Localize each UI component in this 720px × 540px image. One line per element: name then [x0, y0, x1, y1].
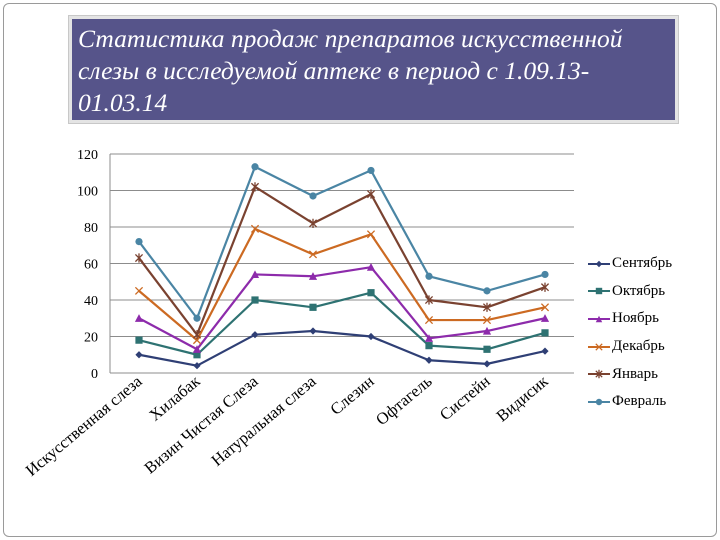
title-banner: Статистика продаж препаратов искусственн… [69, 16, 678, 123]
x-tick-label: Искусственная слеза [22, 371, 146, 480]
legend-swatch [588, 342, 610, 351]
legend-swatch [588, 398, 610, 405]
x-tick-label: Офтагель [372, 371, 436, 429]
data-point [135, 336, 143, 344]
legend-label: Февраль [612, 393, 667, 410]
data-point [483, 287, 491, 295]
data-point [541, 270, 549, 279]
data-point [424, 334, 434, 342]
chart-legend: Сентябрь Октябрь Ноябрь Декабрь Январь Феврал… [588, 250, 713, 416]
data-point [366, 263, 376, 271]
legend-entry: Сентябрь [588, 250, 713, 278]
data-point [250, 182, 260, 192]
data-point [135, 238, 143, 246]
data-point [309, 303, 317, 311]
series-line [138, 329, 546, 367]
legend-swatch [588, 260, 610, 267]
data-point [193, 362, 201, 370]
data-point [482, 316, 492, 325]
data-point [250, 270, 260, 279]
data-point [425, 272, 433, 280]
legend-label: Январь [612, 365, 658, 382]
data-point [309, 192, 317, 200]
data-point [366, 189, 376, 199]
y-tick-label: 20 [84, 331, 98, 346]
x-tick-label: Видисик [492, 371, 552, 426]
legend-label: Октябрь [612, 282, 666, 299]
legend-swatch [588, 288, 610, 295]
data-point [250, 224, 260, 233]
y-tick-label: 100 [77, 185, 98, 200]
series-line [138, 291, 546, 356]
legend-entry: Февраль [588, 388, 713, 416]
series-line [138, 165, 546, 320]
legend-label: Ноябрь [612, 310, 659, 327]
legend-entry: Октябрь [588, 278, 713, 306]
slide-title: Статистика продаж препаратов искусственн… [78, 24, 623, 117]
data-point [482, 326, 492, 335]
series-line [138, 227, 546, 342]
data-point [425, 342, 433, 350]
y-tick-label: 0 [91, 367, 98, 382]
data-point [367, 166, 375, 175]
data-point [308, 250, 318, 259]
data-point [192, 345, 202, 353]
data-point [541, 329, 549, 337]
data-point [540, 282, 550, 292]
y-tick-label: 80 [84, 221, 98, 236]
legend-swatch [588, 315, 610, 323]
data-point [308, 272, 318, 280]
legend-entry: Декабрь [588, 333, 713, 361]
data-point [367, 332, 375, 341]
data-point [424, 295, 434, 305]
data-point [134, 314, 144, 322]
data-point [424, 316, 434, 325]
legend-entry: Январь [588, 360, 713, 388]
data-point [308, 218, 318, 228]
data-point [366, 230, 376, 239]
legend-label: Сентябрь [612, 255, 673, 272]
data-point [192, 330, 202, 340]
data-point [251, 331, 259, 339]
data-point [135, 351, 143, 359]
data-point [134, 286, 144, 295]
y-tick-label: 40 [84, 294, 98, 309]
legend-swatch [588, 369, 610, 379]
legend-label: Декабрь [612, 338, 665, 355]
data-point [193, 351, 201, 359]
data-point [541, 347, 549, 355]
data-point [482, 302, 492, 312]
x-tick-label: Натуральная слеза [208, 371, 321, 470]
y-tick-label: 60 [84, 258, 98, 273]
data-point [251, 296, 259, 304]
data-point [540, 303, 550, 312]
data-point [425, 356, 433, 364]
data-point [367, 289, 375, 297]
series-line [138, 266, 546, 351]
data-point [193, 314, 201, 322]
data-point [251, 163, 259, 171]
y-tick-label: 120 [77, 148, 98, 163]
legend-entry: Ноябрь [588, 305, 713, 333]
series-line [138, 185, 546, 336]
data-point [540, 314, 550, 322]
x-tick-label: Слезин [326, 371, 377, 418]
x-tick-label: Систейн [436, 371, 494, 424]
data-point [309, 327, 317, 335]
data-point [134, 253, 144, 263]
data-point [483, 360, 491, 368]
data-point [483, 345, 491, 353]
